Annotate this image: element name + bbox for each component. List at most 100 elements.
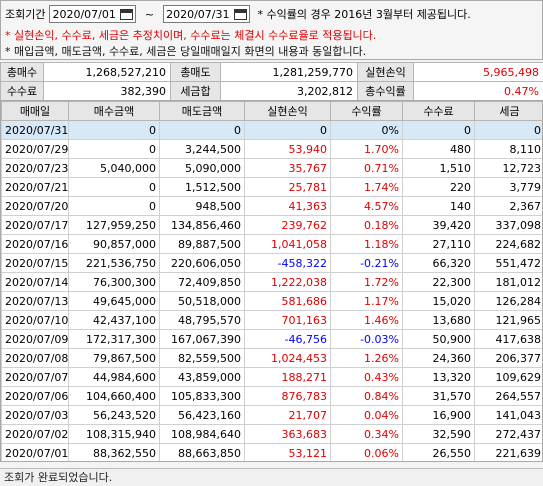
fee-value: 382,390 [43,81,171,101]
table-row[interactable]: 2020/07/29 0 3,244,500 53,940 1.70% 480 8,110 [1,139,542,159]
tax-label: 세금합 [170,81,221,101]
table-row[interactable]: 2020/07/17 127,959,250 134,856,460 239,762 0… [1,215,542,235]
cell-realized-pl: 1,024,453 [244,348,331,368]
cell-return: 1.70% [330,139,403,159]
total-sell-value: 1,281,259,770 [220,62,358,82]
cell-return: 0.43% [330,367,403,387]
cell-buy-amount: 127,959,250 [68,215,160,235]
total-buy-value: 1,268,527,210 [43,62,171,82]
cell-sell-amount: 0 [159,120,245,140]
table-row[interactable]: 2020/07/21 0 1,512,500 25,781 1.74% 220 3,779 [1,177,542,197]
cell-date: 2020/07/20 [1,196,69,216]
status-bar: 조회가 완료되었습니다. [0,468,543,486]
column-header-realized-pl[interactable]: 실현손익 [244,101,331,121]
cell-tax: 126,284 [474,291,542,311]
cell-date: 2020/07/21 [1,177,69,197]
end-date-field[interactable]: 2020/07/31 [163,5,250,23]
table-row[interactable]: 2020/07/01 88,362,550 88,663,850 53,121 0.06… [1,443,542,461]
cell-return: 1.72% [330,272,403,292]
table-row[interactable]: 2020/07/08 79,867,500 82,559,500 1,024,453 1… [1,348,542,368]
cell-fee: 27,110 [402,234,475,254]
table-row[interactable]: 2020/07/09 172,317,300 167,067,390 -46,756-… [1,329,542,349]
trade-history-grid[interactable]: 매매일 매수금액 매도금액 실현손익 수익률 수수료 세금 2020/07/31… [0,100,543,462]
cell-sell-amount: 72,409,850 [159,272,245,292]
column-header-return[interactable]: 수익률 [330,101,403,121]
cell-tax: 121,965 [474,310,542,330]
cell-return: -0.03% [330,329,403,349]
calendar-icon[interactable] [119,8,133,20]
cell-realized-pl: 25,781 [244,177,331,197]
table-row[interactable]: 2020/07/31 0 0 0 0% 0 0 [1,120,542,140]
column-header-sell-amount[interactable]: 매도금액 [159,101,245,121]
cell-tax: 272,437 [474,424,542,444]
cell-tax: 417,638 [474,329,542,349]
cell-fee: 0 [402,120,475,140]
column-header-fee[interactable]: 수수료 [402,101,475,121]
cell-return: 1.17% [330,291,403,311]
cell-sell-amount: 220,606,050 [159,253,245,273]
cell-realized-pl: 701,163 [244,310,331,330]
cell-tax: 224,682 [474,234,542,254]
cell-return: 1.46% [330,310,403,330]
cell-buy-amount: 76,300,300 [68,272,160,292]
cell-sell-amount: 88,663,850 [159,443,245,461]
cell-tax: 3,779 [474,177,542,197]
same-content-info: * 매입금액, 매도금액, 수수료, 세금은 당일매매일지 화면의 내용과 동일… [5,45,367,58]
column-header-tax[interactable]: 세금 [474,101,542,121]
table-row[interactable]: 2020/07/16 90,857,000 89,887,500 1,041,058 1… [1,234,542,254]
cell-realized-pl: 188,271 [244,367,331,387]
cell-fee: 66,320 [402,253,475,273]
column-header-buy-amount[interactable]: 매수금액 [68,101,160,121]
cell-buy-amount: 0 [68,120,160,140]
cell-sell-amount: 108,984,640 [159,424,245,444]
status-text: 조회가 완료되었습니다. [4,471,113,484]
table-row[interactable]: 2020/07/23 5,040,000 5,090,000 35,767 0.71% 1… [1,158,542,178]
table-row[interactable]: 2020/07/07 44,984,600 43,859,000 188,271 0.4… [1,367,542,387]
cell-date: 2020/07/23 [1,158,69,178]
cell-tax: 264,557 [474,386,542,406]
cell-sell-amount: 89,887,500 [159,234,245,254]
cell-tax: 551,472 [474,253,542,273]
cell-realized-pl: 53,940 [244,139,331,159]
table-row[interactable]: 2020/07/06 104,660,400 105,833,300 876,783 0… [1,386,542,406]
calendar-icon[interactable] [233,8,247,20]
filter-panel: 조회기간 2020/07/01 ~ 2020/07/31 * 수익률의 경우 2… [0,0,543,60]
table-row[interactable]: 2020/07/14 76,300,300 72,409,850 1,222,038 1… [1,272,542,292]
cell-realized-pl: 876,783 [244,386,331,406]
cell-realized-pl: 41,363 [244,196,331,216]
grid-header-row: 매매일 매수금액 매도금액 실현손익 수익률 수수료 세금 [1,101,542,121]
cell-fee: 13,680 [402,310,475,330]
cell-tax: 8,110 [474,139,542,159]
cell-date: 2020/07/07 [1,367,69,387]
column-header-date[interactable]: 매매일 [1,101,69,121]
cell-fee: 1,510 [402,158,475,178]
table-row[interactable]: 2020/07/20 0 948,500 41,363 4.57% 140 2,367 [1,196,542,216]
start-date-field[interactable]: 2020/07/01 [49,5,136,23]
cell-return: 0.18% [330,215,403,235]
cell-buy-amount: 90,857,000 [68,234,160,254]
cell-return: 0.71% [330,158,403,178]
table-row[interactable]: 2020/07/10 42,437,100 48,795,570 701,163 1.4… [1,310,542,330]
table-row[interactable]: 2020/07/15 221,536,750 220,606,050 -458,322… [1,253,542,273]
cell-sell-amount: 50,518,000 [159,291,245,311]
cell-tax: 141,043 [474,405,542,425]
cell-fee: 39,420 [402,215,475,235]
cell-fee: 32,590 [402,424,475,444]
cell-realized-pl: 1,222,038 [244,272,331,292]
cell-realized-pl: -46,756 [244,329,331,349]
cell-buy-amount: 104,660,400 [68,386,160,406]
cell-sell-amount: 56,423,160 [159,405,245,425]
cell-return: -0.21% [330,253,403,273]
cell-fee: 24,360 [402,348,475,368]
table-row[interactable]: 2020/07/13 49,645,000 50,518,000 581,686 1.1… [1,291,542,311]
table-row[interactable]: 2020/07/03 56,243,520 56,423,160 21,707 0.04… [1,405,542,425]
cell-buy-amount: 221,536,750 [68,253,160,273]
cell-fee: 31,570 [402,386,475,406]
cell-return: 0.84% [330,386,403,406]
start-date-value: 2020/07/01 [52,7,116,21]
table-row[interactable]: 2020/07/02 108,315,940 108,984,640 363,683 0… [1,424,542,444]
cell-buy-amount: 56,243,520 [68,405,160,425]
realized-pl-value: 5,965,498 [413,62,543,82]
cell-realized-pl: -458,322 [244,253,331,273]
cell-tax: 0 [474,120,542,140]
